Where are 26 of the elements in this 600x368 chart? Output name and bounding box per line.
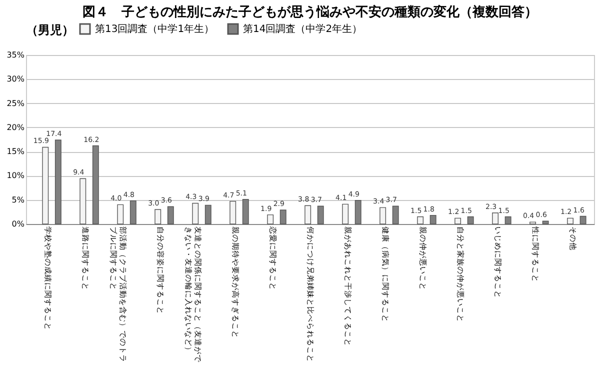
bar (230, 200, 236, 224)
y-tick-label: 10% (6, 171, 25, 180)
legend-label: 第13回調査（中学1年生） (95, 23, 214, 35)
y-tick-label: 5% (12, 195, 25, 204)
chart-title: 図４ 子どもの性別にみた子どもが思う悩みや不安の種類の変化（複数回答） (82, 4, 538, 20)
y-tick-label: 0% (12, 220, 25, 228)
bar (267, 214, 274, 224)
y-tick-label: 20% (6, 122, 25, 132)
legend-label: 第14回調査（中学2年生） (243, 23, 362, 35)
legend-title: （男児） (26, 23, 74, 37)
bar (304, 205, 312, 224)
bar (42, 146, 49, 224)
bar (567, 218, 574, 224)
bar (117, 204, 124, 224)
y-tick-label: 25% (6, 98, 25, 108)
bar (492, 212, 499, 224)
bar (80, 178, 86, 224)
y-tick-label: 30% (6, 74, 25, 84)
bar (154, 209, 162, 224)
bar (342, 204, 349, 224)
bar (192, 202, 199, 224)
y-tick-label: 35% (6, 50, 25, 60)
y-tick-label: 15% (6, 147, 25, 156)
bar (380, 207, 386, 224)
bar (417, 216, 424, 224)
bar (454, 218, 462, 224)
